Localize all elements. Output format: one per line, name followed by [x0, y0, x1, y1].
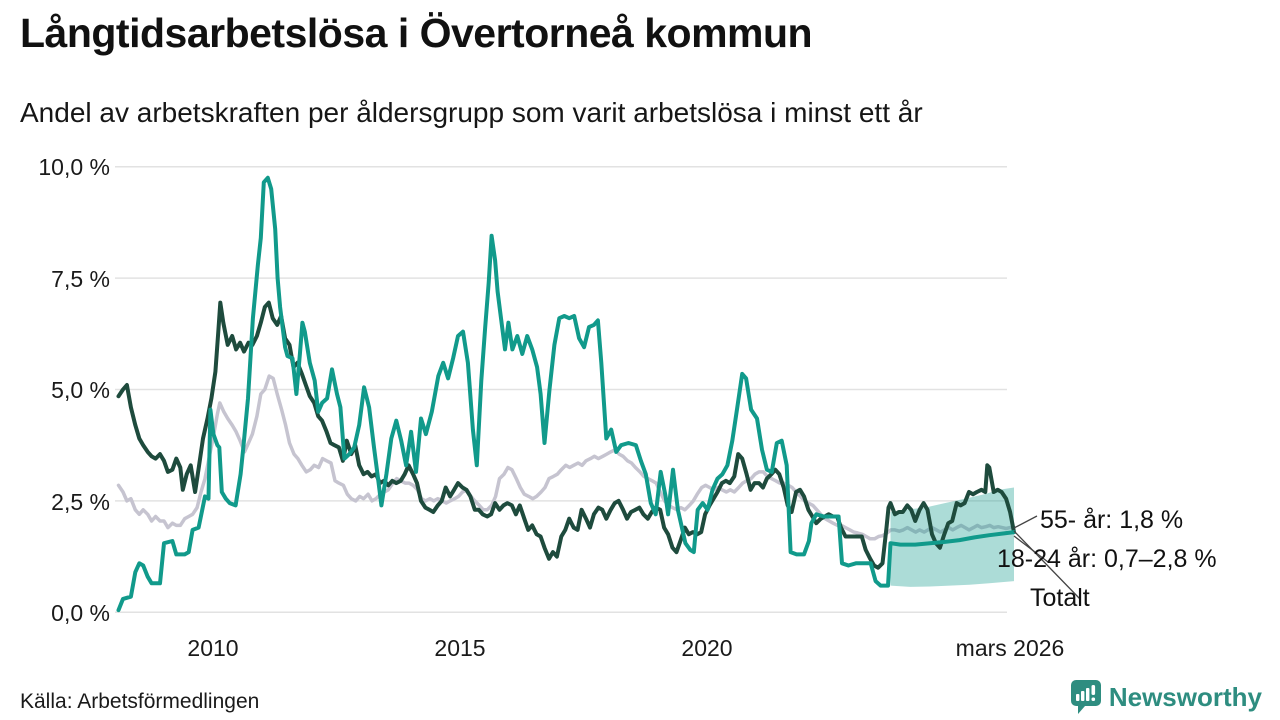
line-18-24 — [116, 175, 1016, 613]
y-tick-label-2-5: 2,5 % — [51, 489, 110, 515]
x-tick-label-2015: 2015 — [434, 635, 485, 661]
line-totalt — [116, 374, 1016, 541]
line-55 — [116, 300, 1016, 570]
leader-line-totalt — [1013, 530, 1081, 600]
newsworthy-wordmark: Newsworthy — [1108, 681, 1262, 712]
y-tick-label-7-5: 7,5 % — [51, 266, 110, 292]
leader-line-55 — [1013, 515, 1038, 529]
annotation-totalt: Totalt — [1030, 584, 1090, 612]
x-tick-label-mars-2026: mars 2026 — [956, 635, 1065, 661]
x-tick-label-2010: 2010 — [187, 635, 238, 661]
y-tick-label-5: 5,0 % — [51, 377, 110, 403]
page-subtitle: Andel av arbetskraften per åldersgrupp s… — [20, 97, 923, 128]
page-title: Långtidsarbetslösa i Övertorneå kommun — [20, 10, 813, 56]
annotation-18-24: 18-24 år: 0,7–2,8 % — [997, 545, 1217, 573]
newsworthy-icon — [1070, 680, 1101, 714]
x-tick-label-2020: 2020 — [681, 635, 732, 661]
annotation-55: 55- år: 1,8 % — [1040, 506, 1183, 534]
y-tick-label-0: 0,0 % — [51, 600, 110, 626]
chart-lines-layer — [115, 165, 1016, 614]
source-note: Källa: Arbetsförmedlingen — [20, 690, 260, 713]
newsworthy-logo[interactable]: Newsworthy — [1070, 680, 1262, 714]
y-tick-label-10: 10,0 % — [38, 154, 110, 180]
forecast-band-18-24 — [890, 487, 1014, 587]
